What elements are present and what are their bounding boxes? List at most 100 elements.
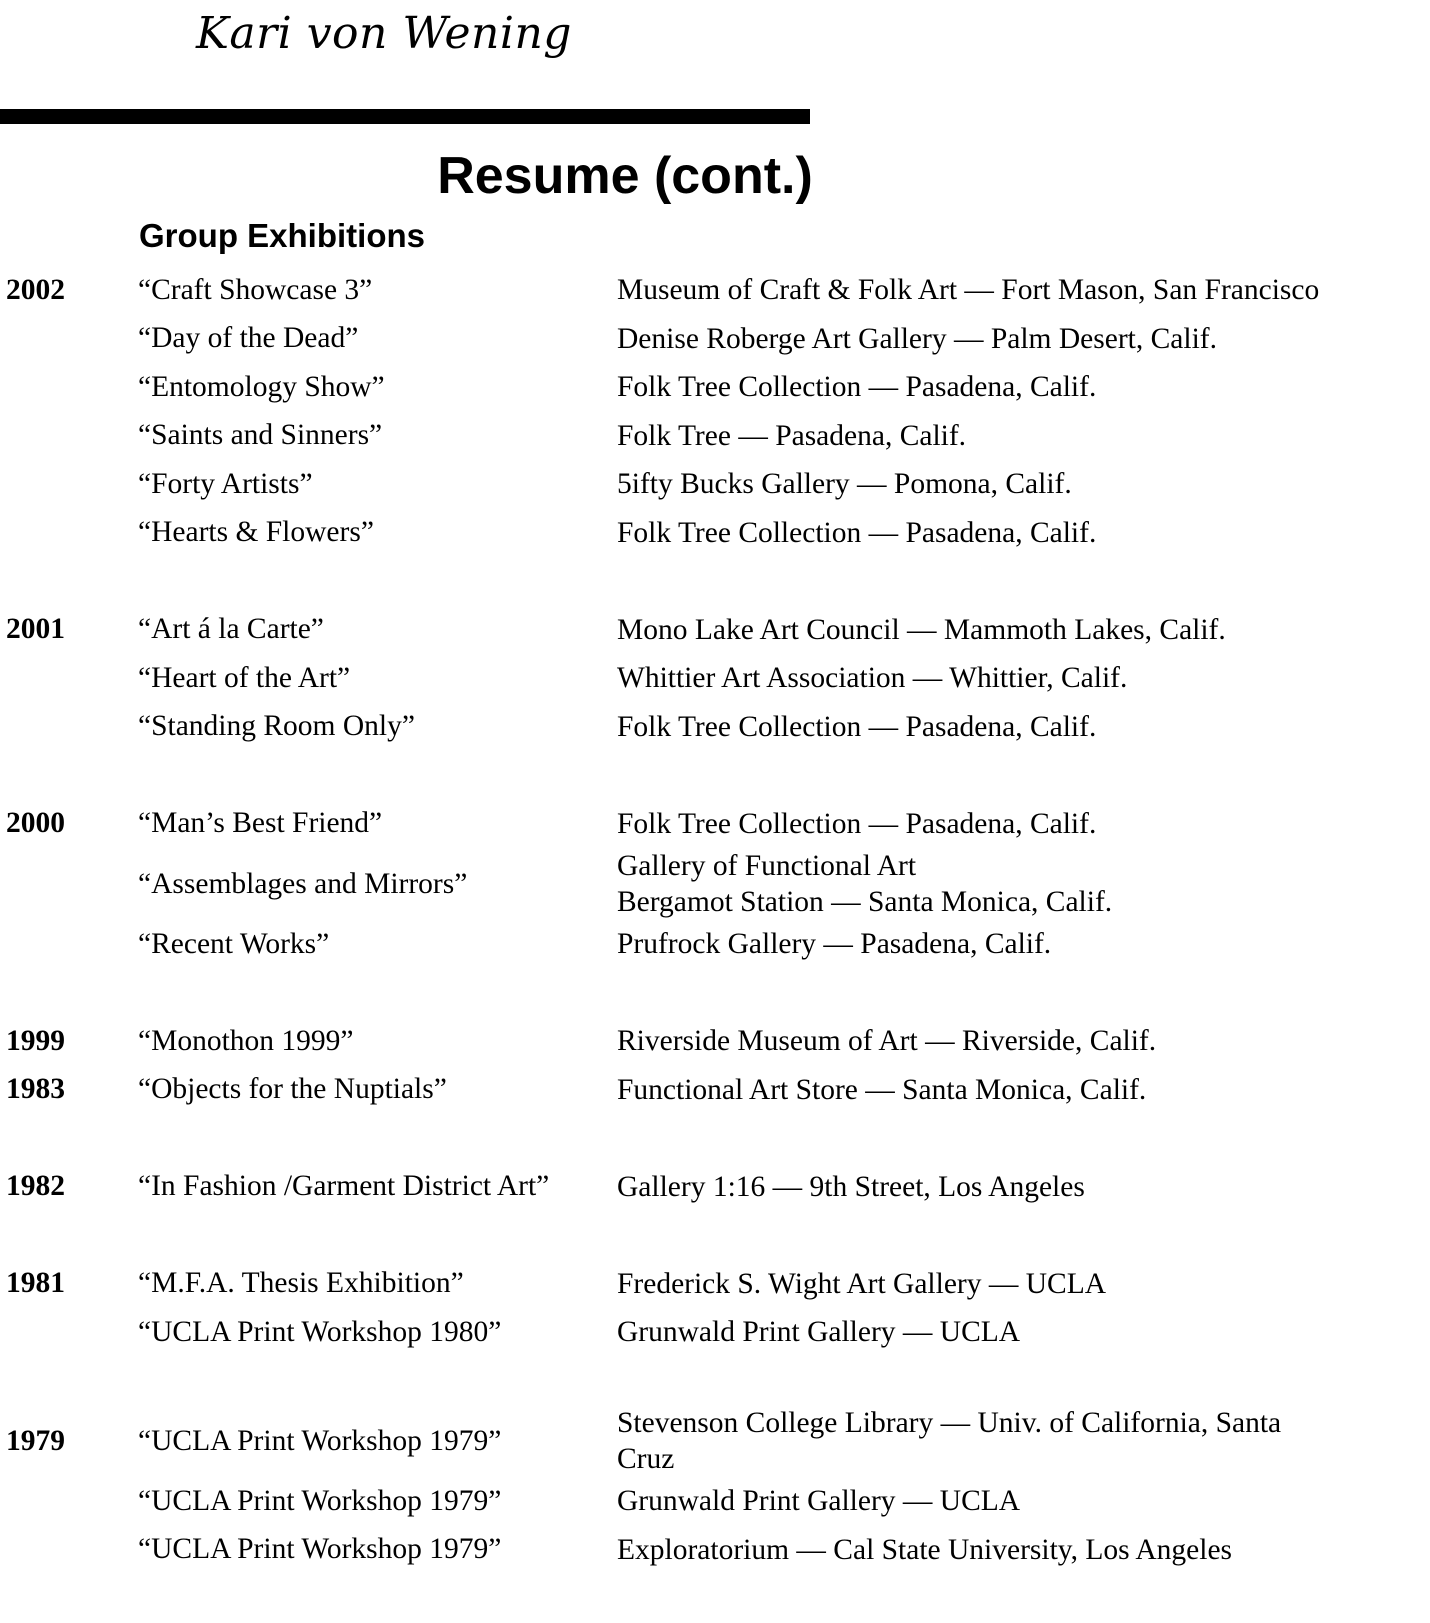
header-rule [0,109,810,124]
exhibition-row: “Forty Artists” 5ifty Bucks Gallery — Pom… [0,460,1430,509]
exhibition-title: “Art á la Carte” [138,613,324,646]
year-group: 1979 “UCLA Print Workshop 1979” Stevenson … [0,1405,1430,1574]
exhibition-list: 2002 “Craft Showcase 3” Museum of Craft & … [0,266,1430,1623]
exhibition-year: 1999 [6,1024,65,1057]
exhibition-title: “Recent Works” [138,927,330,960]
exhibition-venue: Folk Tree — Pasadena, Calif. [617,418,1417,454]
exhibition-row: “Day of the Dead” Denise Roberge Art Gall… [0,315,1430,364]
venue-line: Functional Art Store — Santa Monica, Cal… [617,1073,1147,1106]
exhibition-year: 1981 [6,1267,65,1300]
exhibition-row: 1983 “Objects for the Nuptials” Functional… [0,1066,1430,1115]
exhibition-row: 1999 “Monothon 1999” Riverside Museum of A… [0,1017,1430,1066]
exhibition-venue: Exploratorium — Cal State University, Lo… [617,1532,1417,1568]
exhibition-venue: Folk Tree Collection — Pasadena, Calif. [617,806,1417,842]
exhibition-row: “Heart of the Art” Whittier Art Associati… [0,654,1430,703]
exhibition-row: “Recent Works” Prufrock Gallery — Pasaden… [0,920,1430,969]
exhibition-title: “UCLA Print Workshop 1979” [138,1424,502,1457]
exhibition-year: 1983 [6,1073,65,1106]
exhibition-year: 2002 [6,273,65,306]
section-heading: Group Exhibitions [139,217,425,254]
exhibition-venue: Denise Roberge Art Gallery — Palm Desert… [617,321,1417,357]
exhibition-title: “UCLA Print Workshop 1979” [138,1533,502,1566]
exhibition-venue: Folk Tree Collection — Pasadena, Calif. [617,515,1417,551]
venue-line: Gallery of Functional Art [617,850,917,882]
exhibition-title: “Saints and Sinners” [138,419,383,452]
exhibition-venue: Riverside Museum of Art — Riverside, Cal… [617,1023,1417,1059]
year-group: 2001 “Art á la Carte” Mono Lake Art Counci… [0,606,1430,752]
exhibition-year: 1979 [6,1424,65,1457]
venue-line: Folk Tree Collection — Pasadena, Calif. [617,516,1097,549]
exhibition-title: “Man’s Best Friend” [138,807,383,840]
exhibition-title: “UCLA Print Workshop 1980” [138,1315,502,1348]
exhibition-row: “UCLA Print Workshop 1979” Grunwald Print… [0,1477,1430,1526]
exhibition-title: “Craft Showcase 3” [138,273,373,306]
year-group: 1982 “In Fashion /Garment District Art” Ga… [0,1163,1430,1212]
exhibition-venue: Mono Lake Art Council — Mammoth Lakes, C… [617,612,1417,648]
venue-line: 5ifty Bucks Gallery — Pomona, Calif. [617,468,1072,501]
exhibition-row: 2000 “Man’s Best Friend” Folk Tree Collect… [0,800,1430,849]
venue-line: Riverside Museum of Art — Riverside, Cal… [617,1025,1157,1058]
year-group: 2002 “Craft Showcase 3” Museum of Craft & … [0,266,1430,557]
exhibition-venue: Grunwald Print Gallery — UCLA [617,1483,1417,1519]
venue-line: Mono Lake Art Council — Mammoth Lakes, C… [617,613,1226,646]
exhibition-row: “Standing Room Only” Folk Tree Collection… [0,703,1430,752]
venue-line: Folk Tree Collection — Pasadena, Calif. [617,371,1097,404]
venue-line: Cruz [617,1443,675,1475]
exhibition-venue: Frederick S. Wight Art Gallery — UCLA [617,1266,1417,1302]
year-group: 1999 “Monothon 1999” Riverside Museum of A… [0,1017,1430,1114]
year-group: 1981 “M.F.A. Thesis Exhibition” Frederick … [0,1260,1430,1357]
exhibition-venue: Museum of Craft & Folk Art — Fort Mason,… [617,272,1417,308]
exhibition-title: “Monothon 1999” [138,1024,354,1057]
page-title: Resume (cont.) [437,147,813,205]
exhibition-title: “Forty Artists” [138,467,313,500]
exhibition-venue: Folk Tree Collection — Pasadena, Calif. [617,369,1417,405]
exhibition-row: “Assemblages and Mirrors” Gallery of Func… [0,848,1430,920]
exhibition-title: “Standing Room Only” [138,710,415,743]
exhibition-row: “Hearts & Flowers” Folk Tree Collection —… [0,509,1430,558]
venue-line: Folk Tree Collection — Pasadena, Calif. [617,807,1097,840]
exhibition-venue: Stevenson College Library — Univ. of Cal… [617,1405,1417,1477]
exhibition-year: 2001 [6,613,65,646]
exhibition-year: 2000 [6,807,65,840]
venue-line: Grunwald Print Gallery — UCLA [617,1316,1021,1349]
exhibition-title: “Objects for the Nuptials” [138,1073,447,1106]
venue-line: Denise Roberge Art Gallery — Palm Desert… [617,322,1217,355]
exhibition-row: 1981 “M.F.A. Thesis Exhibition” Frederick … [0,1260,1430,1309]
exhibition-row: “Saints and Sinners” Folk Tree — Pasadena… [0,412,1430,461]
year-group: 2000 “Man’s Best Friend” Folk Tree Collect… [0,800,1430,969]
exhibition-title: “Day of the Dead” [138,322,359,355]
exhibition-row: 2001 “Art á la Carte” Mono Lake Art Counci… [0,606,1430,655]
exhibition-venue: Whittier Art Association — Whittier, Cal… [617,660,1417,696]
exhibition-year: 1982 [6,1170,65,1203]
exhibition-venue: Gallery of Functional Art Bergamot Statio… [617,848,1417,920]
venue-line: Exploratorium — Cal State University, Lo… [617,1533,1233,1566]
exhibition-venue: Prufrock Gallery — Pasadena, Calif. [617,926,1417,962]
venue-line: Folk Tree — Pasadena, Calif. [617,419,967,452]
venue-line: Museum of Craft & Folk Art — Fort Mason,… [617,274,1320,307]
venue-line: Grunwald Print Gallery — UCLA [617,1485,1021,1518]
venue-line: Frederick S. Wight Art Gallery — UCLA [617,1267,1107,1300]
exhibition-title: “M.F.A. Thesis Exhibition” [138,1267,464,1300]
exhibition-venue: 5ifty Bucks Gallery — Pomona, Calif. [617,466,1417,502]
exhibition-title: “In Fashion /Garment District Art” [138,1170,550,1203]
exhibition-venue: Gallery 1:16 — 9th Street, Los Angeles [617,1169,1417,1205]
exhibition-row: 1982 “In Fashion /Garment District Art” Ga… [0,1163,1430,1212]
exhibition-venue: Functional Art Store — Santa Monica, Cal… [617,1072,1417,1108]
exhibition-title: “UCLA Print Workshop 1979” [138,1484,502,1517]
author-name: Kari von Wening [196,8,572,59]
venue-line: Gallery 1:16 — 9th Street, Los Angeles [617,1170,1085,1203]
venue-line: Prufrock Gallery — Pasadena, Calif. [617,928,1052,961]
venue-line: Bergamot Station — Santa Monica, Calif. [617,886,1113,918]
exhibition-title: “Entomology Show” [138,370,385,403]
venue-line: Folk Tree Collection — Pasadena, Calif. [617,710,1097,743]
exhibition-title: “Assemblages and Mirrors” [138,867,468,900]
exhibition-row: “UCLA Print Workshop 1980” Grunwald Print… [0,1308,1430,1357]
exhibition-venue: Grunwald Print Gallery — UCLA [617,1314,1417,1350]
exhibition-title: “Hearts & Flowers” [138,516,374,549]
exhibition-row: 1979 “UCLA Print Workshop 1979” Stevenson … [0,1405,1430,1477]
exhibition-row: 2002 “Craft Showcase 3” Museum of Craft & … [0,266,1430,315]
exhibition-row: “UCLA Print Workshop 1979” Exploratorium … [0,1526,1430,1575]
exhibition-row: “Entomology Show” Folk Tree Collection — … [0,363,1430,412]
venue-line: Stevenson College Library — Univ. of Cal… [617,1407,1282,1439]
venue-line: Whittier Art Association — Whittier, Cal… [617,662,1128,695]
